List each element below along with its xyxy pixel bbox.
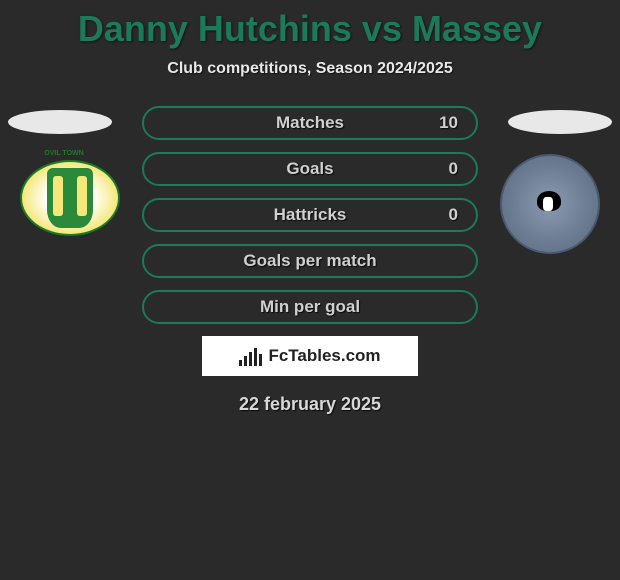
page-title: Danny Hutchins vs Massey xyxy=(0,0,620,50)
stat-row-hattricks: Hattricks 0 xyxy=(142,198,478,232)
stat-label: Matches xyxy=(276,113,344,133)
stat-value-right: 10 xyxy=(439,113,458,133)
stat-row-goals-per-match: Goals per match xyxy=(142,244,478,278)
stat-label: Hattricks xyxy=(274,205,347,225)
stat-label: Goals per match xyxy=(243,251,376,271)
stat-label: Goals xyxy=(286,159,333,179)
crest-left-text: OVIL TOWN xyxy=(4,150,124,157)
stat-value-right: 0 xyxy=(449,205,458,225)
subtitle: Club competitions, Season 2024/2025 xyxy=(0,60,620,78)
stat-label: Min per goal xyxy=(260,297,360,317)
player-left-oval xyxy=(8,110,112,134)
stat-row-matches: Matches 10 xyxy=(142,106,478,140)
club-crest-left: OVIL TOWN xyxy=(20,160,120,236)
brand-bars-icon xyxy=(239,346,262,366)
brand-text: FcTables.com xyxy=(268,346,380,366)
comparison-panel: OVIL TOWN Matches 10 Goals 0 Hattricks 0… xyxy=(0,106,620,415)
stat-value-right: 0 xyxy=(449,159,458,179)
brand-logo: FcTables.com xyxy=(202,336,418,376)
stat-row-goals: Goals 0 xyxy=(142,152,478,186)
stats-list: Matches 10 Goals 0 Hattricks 0 Goals per… xyxy=(142,106,478,324)
stat-row-min-per-goal: Min per goal xyxy=(142,290,478,324)
date-label: 22 february 2025 xyxy=(0,394,620,415)
crest-left-shield-icon xyxy=(47,168,93,228)
player-right-oval xyxy=(508,110,612,134)
club-crest-right xyxy=(500,154,600,254)
crest-right-bird-icon xyxy=(525,189,575,219)
